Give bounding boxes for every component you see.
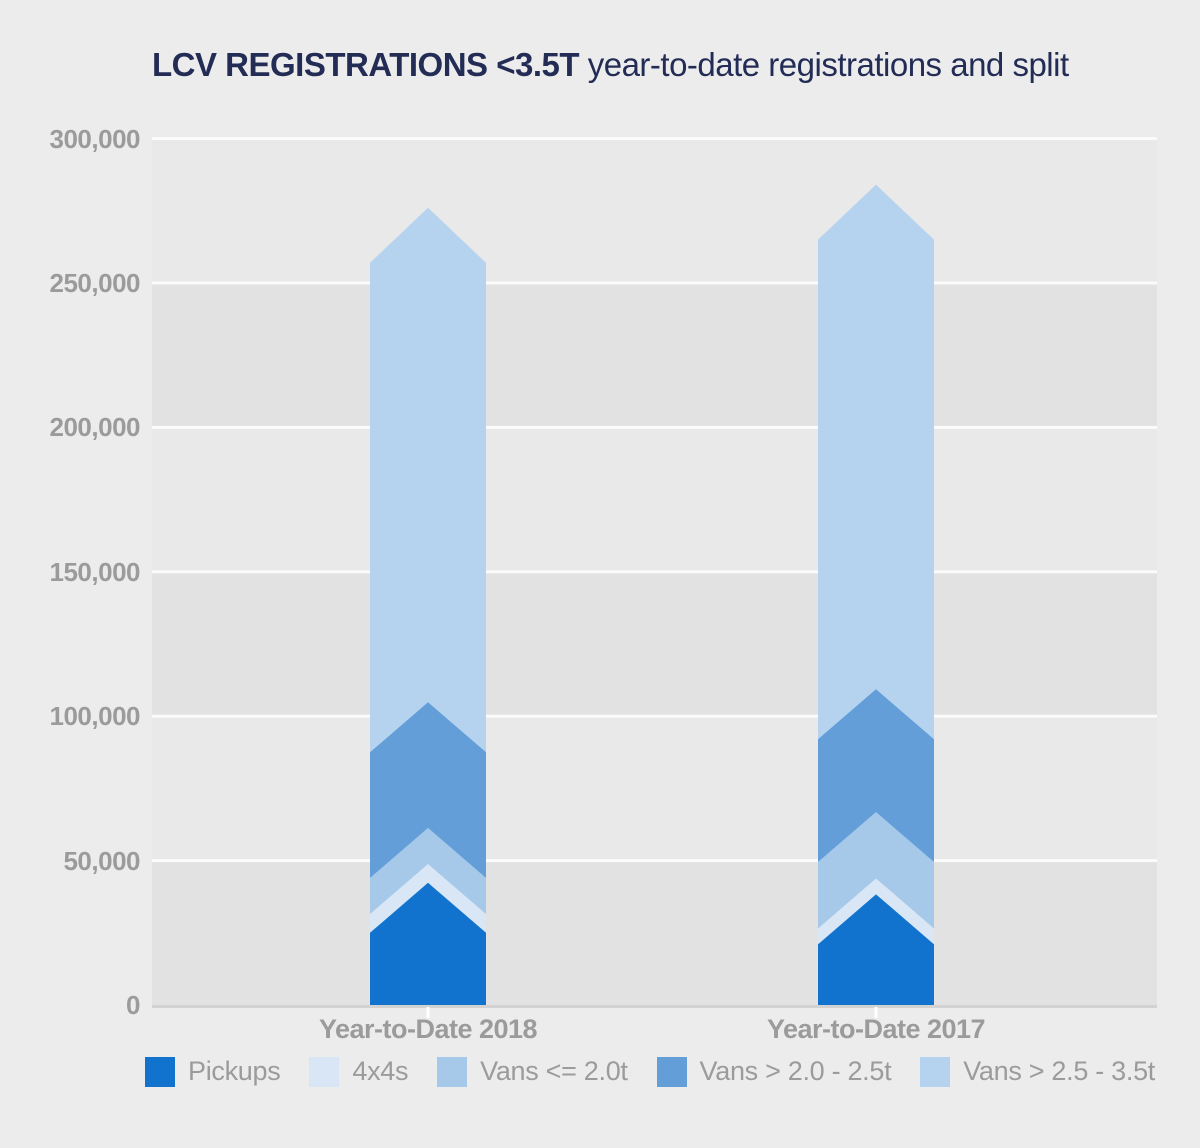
gridline xyxy=(152,281,1157,285)
bar-segment-vans-2-5-3-5t xyxy=(370,207,486,753)
x-tick-mark xyxy=(426,1007,430,1018)
y-axis-tick-label: 0 xyxy=(126,990,140,1020)
legend-swatch-icon xyxy=(656,1056,687,1087)
x-axis-category-label: Year-to-Date 2017 xyxy=(766,1014,986,1044)
plot-band xyxy=(152,860,1157,1005)
x-axis-line xyxy=(152,1005,1157,1008)
bar-segment-vans-2-5-3-5t xyxy=(818,184,934,740)
legend-swatch-icon xyxy=(145,1056,175,1087)
bar-segment-vans-2-0-2-5t xyxy=(818,689,934,863)
plot-band xyxy=(152,716,1157,861)
legend-label: Vans > 2.5 - 3.5t xyxy=(963,1056,1155,1086)
x-axis-category-label: Year-to-Date 2018 xyxy=(318,1014,538,1044)
page-title-highlight: LCV REGISTRATIONS <3.5T xyxy=(152,46,580,83)
plot-band xyxy=(152,571,1157,717)
legend-swatch-icon xyxy=(437,1056,468,1087)
legend-item: Vans > 2.5 - 3.5t xyxy=(920,1056,1155,1087)
legend-label: Pickups xyxy=(188,1056,281,1086)
y-axis-tick-label: 50,000 xyxy=(63,845,140,876)
y-axis-tick-label: 150,000 xyxy=(49,556,141,587)
bar-segment-pickups xyxy=(818,894,934,1005)
plot-band xyxy=(152,138,1157,283)
y-axis-tick-label: 200,000 xyxy=(49,412,141,443)
legend-swatch-icon xyxy=(309,1056,340,1087)
legend-label: Vans > 2.0 - 2.5t xyxy=(699,1056,892,1086)
plot-band xyxy=(152,283,1157,428)
page-title-rest: year-to-date registrations and split xyxy=(579,46,1069,83)
gridline xyxy=(152,714,1157,718)
x-tick-mark xyxy=(874,1007,878,1018)
y-axis-tick-label: 250,000 xyxy=(49,268,141,298)
bar-segment-vans-2-0-2-5t xyxy=(370,702,486,878)
legend-item: Vans <= 2.0t xyxy=(437,1056,628,1087)
bar-segment-pickups xyxy=(370,882,486,1005)
gridline xyxy=(152,425,1157,429)
legend-item: Vans > 2.0 - 2.5t xyxy=(656,1056,892,1087)
plot-band xyxy=(152,427,1157,572)
legend-label: 4x4s xyxy=(352,1056,409,1086)
gridline xyxy=(152,859,1157,863)
legend-item: Pickups xyxy=(145,1056,281,1087)
legend-item: 4x4s xyxy=(309,1056,409,1087)
chart-legend: Pickups 4x4s Vans <= 2.0t Vans > 2.0 - 2.5t… xyxy=(145,1056,1155,1087)
legend-swatch-icon xyxy=(920,1056,951,1087)
bar-segment-vans-2-0t xyxy=(818,812,934,929)
legend-label: Vans <= 2.0t xyxy=(480,1056,628,1086)
gridline xyxy=(152,570,1157,574)
page-title: LCV REGISTRATIONS <3.5T year-to-date reg… xyxy=(152,46,1069,84)
y-axis-tick-label: 300,000 xyxy=(49,123,141,154)
y-axis-tick-label: 100,000 xyxy=(49,701,141,732)
gridline xyxy=(152,137,1157,141)
